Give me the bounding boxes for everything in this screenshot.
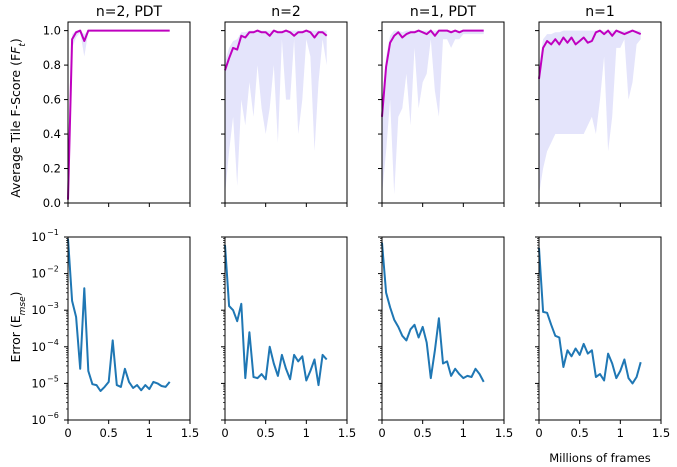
y-axis-label-fscore-main: Average Tile F-Score (F	[8, 54, 23, 198]
error-line	[381, 242, 485, 383]
x-tick-label: 0.5	[100, 426, 118, 440]
y-tick-exponent: −5	[47, 374, 59, 383]
y-tick-label: 1.0	[43, 24, 61, 38]
y-tick-label: 10	[31, 230, 46, 244]
y-tick-label: 0.8	[43, 58, 61, 72]
chart-panel-5: 0 0.5 1 1.510−110−210−310−410−510−6	[31, 228, 199, 440]
fscore-range-band	[225, 30, 327, 195]
y-tick-exponent: −3	[47, 301, 59, 310]
x-tick-label: 1	[460, 426, 467, 440]
x-tick-label: 1	[303, 426, 310, 440]
fscore-line	[381, 29, 484, 117]
y-tick-label: 10	[31, 413, 46, 427]
x-tick-label: 1	[617, 426, 624, 440]
error-line	[224, 245, 328, 387]
plot-frame	[381, 21, 505, 204]
y-axis-label-fscore-close: )	[8, 38, 23, 43]
y-tick-exponent: −6	[47, 411, 59, 420]
panel-title: n=1	[585, 4, 615, 20]
y-axis-label-fscore-symbol: F	[8, 46, 23, 54]
fscore-range-band	[539, 30, 641, 195]
panel-title: n=2, PDT	[96, 4, 163, 20]
x-tick-label: 0	[378, 426, 385, 440]
x-tick-label: 1.5	[652, 426, 670, 440]
y-tick-exponent: −1	[47, 228, 59, 237]
chart-panel-1: n=2, PDT 0.0 0.2 0.4 0.6 0.8 1.0	[43, 4, 191, 210]
x-tick-label: 0	[221, 426, 228, 440]
fscore-line	[538, 29, 642, 80]
panel-title: n=2	[271, 4, 301, 20]
chart-panel-8: 0 0.5 1 1.5	[535, 236, 670, 440]
x-tick-label: 1.5	[495, 426, 513, 440]
y-tick-label: 0.0	[43, 196, 61, 210]
plot-frame	[538, 236, 662, 421]
plot-frame	[224, 236, 348, 421]
plot-frame	[67, 21, 191, 204]
plot-frame	[67, 236, 191, 421]
y-axis-label-error-close: )	[8, 291, 23, 296]
y-tick-label: 10	[31, 340, 46, 354]
x-tick-label: 0.5	[571, 426, 589, 440]
y-tick-exponent: −2	[47, 265, 59, 274]
y-tick-label: 0.2	[43, 162, 61, 176]
fscore-range-band	[68, 30, 170, 200]
fscore-line	[67, 29, 170, 200]
plot-frame	[538, 21, 662, 204]
y-axis-label-error: Error (Emse)	[8, 291, 28, 362]
x-tick-label: 1	[146, 426, 153, 440]
x-axis-label: Millions of frames	[549, 451, 651, 465]
chart-panel-6: 0 0.5 1 1.5	[221, 236, 356, 440]
chart-panel-7: 0 0.5 1 1.5	[378, 236, 513, 440]
y-tick-label: 0.6	[43, 93, 61, 107]
x-tick-label: 0	[535, 426, 542, 440]
y-axis-label-fscore: Average Tile F-Score (FFt)	[8, 38, 28, 198]
panel-title: n=1, PDT	[410, 4, 477, 20]
fscore-range-band	[382, 30, 484, 195]
chart-panel-2: n=2	[221, 4, 348, 207]
fscore-line	[224, 29, 328, 71]
x-tick-label: 1.5	[338, 426, 356, 440]
x-tick-label: 0.5	[257, 426, 275, 440]
chart-panel-4: n=1	[535, 4, 662, 207]
chart-panel-3: n=1, PDT	[378, 4, 505, 207]
plot-frame	[381, 236, 505, 421]
y-axis-label-fscore-sub: t	[18, 43, 28, 47]
x-tick-label: 1.5	[181, 426, 199, 440]
plot-frame	[224, 21, 348, 204]
y-tick-label: 0.4	[43, 127, 61, 141]
y-tick-label: 10	[31, 376, 46, 390]
y-tick-exponent: −4	[47, 338, 59, 347]
panel-grid: n=2, PDT 0.0 0.2 0.4 0.6 0.8 1.0 n=2 n=1, PDT n=1…	[31, 4, 670, 440]
x-tick-label: 0.5	[414, 426, 432, 440]
error-line	[67, 238, 171, 392]
y-axis-label-error-main: Error (E	[8, 315, 23, 362]
x-tick-label: 0	[64, 426, 71, 440]
y-axis-label-error-sub: mse	[18, 296, 28, 315]
error-line	[538, 247, 642, 385]
y-tick-label: 10	[31, 303, 46, 317]
y-tick-label: 10	[31, 267, 46, 281]
